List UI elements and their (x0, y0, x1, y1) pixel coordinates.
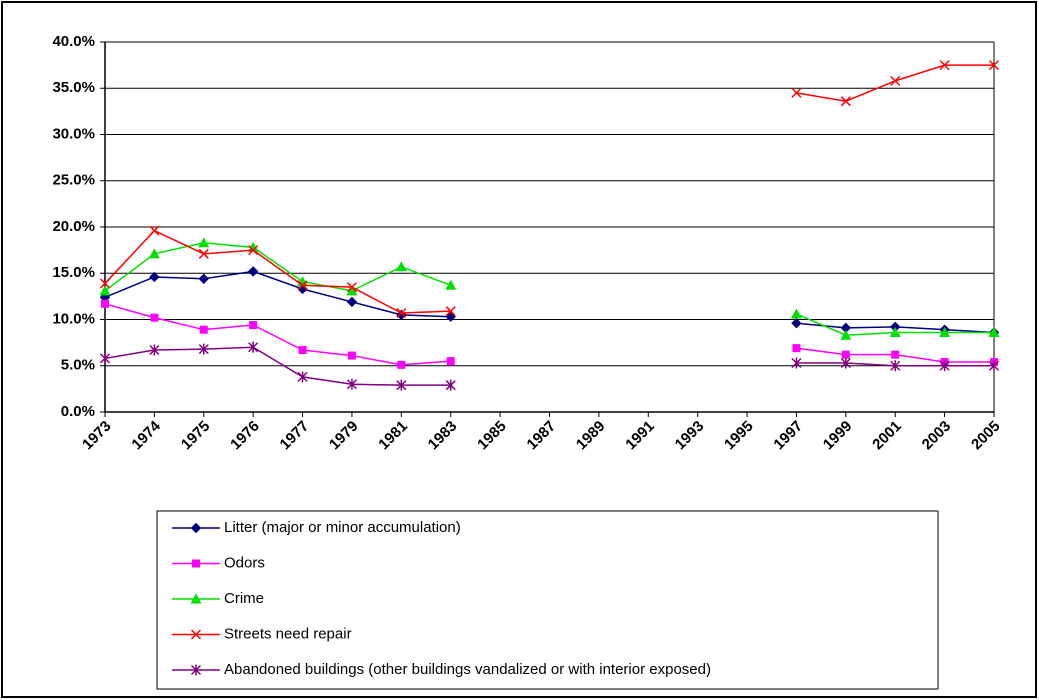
marker (446, 357, 455, 366)
marker (249, 321, 258, 330)
legend-label: Odors (224, 554, 265, 571)
marker (890, 75, 901, 86)
marker (190, 629, 202, 640)
marker (297, 280, 308, 291)
marker (445, 279, 457, 290)
marker (395, 261, 407, 272)
legend-label: Litter (major or minor accumulation) (224, 519, 461, 536)
marker (199, 325, 208, 334)
marker (890, 360, 901, 372)
marker (988, 326, 1000, 337)
marker (939, 326, 951, 337)
marker (445, 306, 456, 317)
legend-label: Crime (224, 590, 264, 607)
marker (99, 352, 111, 364)
marker (988, 360, 1000, 372)
y-tick-label: 0.0% (61, 403, 95, 420)
marker (790, 308, 802, 319)
y-tick-label: 25.0% (52, 172, 95, 189)
marker (149, 344, 160, 356)
legend-label: Streets need repair (224, 625, 352, 642)
legend-box (156, 510, 939, 690)
marker (939, 60, 950, 71)
marker (445, 379, 456, 391)
marker (840, 96, 851, 107)
marker (792, 344, 801, 353)
marker (248, 341, 259, 353)
marker (988, 60, 1000, 71)
y-tick-label: 40.0% (52, 33, 95, 50)
y-tick-label: 20.0% (52, 218, 95, 235)
y-tick-label: 35.0% (52, 79, 95, 96)
y-tick-label: 5.0% (61, 357, 95, 374)
marker (247, 241, 259, 252)
marker (347, 351, 356, 360)
marker (791, 317, 802, 329)
marker (148, 248, 160, 259)
marker (891, 350, 900, 359)
marker (346, 296, 358, 308)
marker (198, 273, 209, 285)
y-tick-label: 30.0% (52, 125, 95, 142)
marker (99, 285, 111, 296)
marker (298, 346, 307, 355)
marker (149, 271, 160, 283)
marker (190, 593, 202, 604)
marker (396, 379, 407, 391)
marker (346, 285, 358, 296)
legend-label: Abandoned buildings (other buildings van… (224, 661, 711, 678)
marker (791, 357, 802, 369)
marker (297, 371, 308, 383)
marker (346, 378, 357, 390)
marker (840, 329, 852, 340)
marker (841, 350, 850, 359)
marker (791, 87, 802, 98)
marker (397, 360, 406, 369)
marker (198, 237, 210, 248)
marker (396, 307, 407, 319)
marker (99, 278, 111, 289)
marker (247, 266, 259, 277)
marker (190, 664, 202, 676)
y-tick-label: 15.0% (52, 264, 95, 281)
marker (889, 326, 901, 337)
marker (939, 360, 950, 372)
marker (198, 248, 209, 259)
marker (101, 299, 109, 308)
marker (190, 522, 202, 534)
marker (192, 559, 200, 568)
marker (840, 357, 851, 369)
marker (346, 282, 357, 293)
y-tick-label: 10.0% (52, 310, 95, 327)
marker (248, 245, 259, 256)
marker (149, 225, 160, 236)
marker (150, 313, 159, 322)
marker (198, 343, 209, 355)
